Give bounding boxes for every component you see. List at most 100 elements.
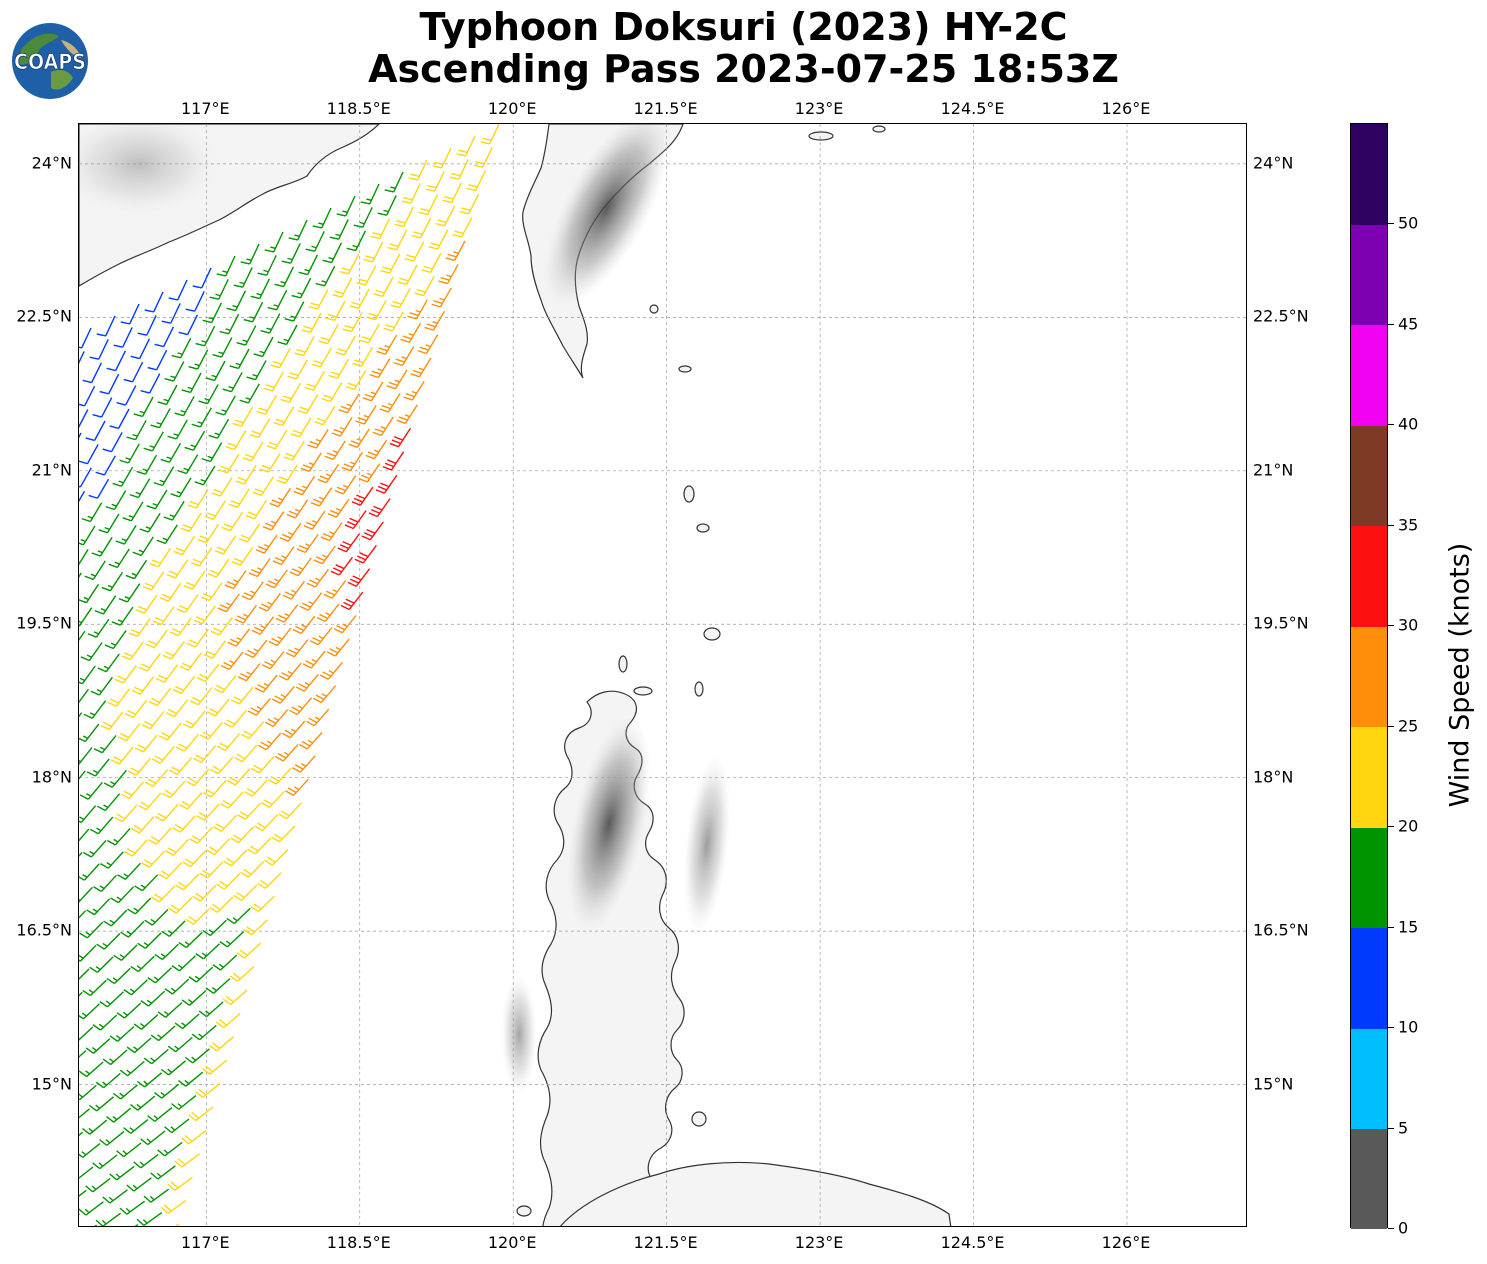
wind-barb	[263, 371, 284, 392]
wind-barb	[243, 919, 268, 936]
wind-barb	[152, 606, 175, 626]
wind-barb	[229, 966, 255, 982]
wind-barb	[85, 1038, 111, 1054]
wind-barb	[198, 1001, 224, 1018]
wind-barb	[337, 533, 360, 553]
wind-barb-layer	[79, 124, 500, 1226]
wind-barb	[326, 638, 350, 657]
wind-barb	[140, 990, 166, 1007]
wind-barb	[79, 607, 93, 627]
wind-barb	[134, 874, 159, 892]
wind-barb	[196, 803, 220, 821]
lat-tick-right: 16.5°N	[1253, 920, 1309, 940]
wind-barb	[195, 325, 216, 347]
wind-barb	[130, 1095, 156, 1111]
wind-barb	[151, 745, 175, 764]
wind-barb	[136, 454, 158, 475]
wind-barb	[322, 242, 343, 264]
wind-barb	[210, 616, 233, 636]
wind-barb	[79, 1084, 97, 1101]
colorbar-tick-label: 10	[1398, 1017, 1419, 1037]
wind-barb	[421, 252, 442, 274]
lat-tick-right: 18°N	[1253, 767, 1294, 787]
wind-barb	[219, 931, 244, 948]
wind-barb	[145, 629, 168, 649]
wind-barb	[169, 617, 192, 637]
wind-barb	[85, 420, 106, 442]
wind-barb	[172, 815, 196, 833]
wind-barb	[119, 443, 140, 464]
wind-barb	[82, 362, 103, 384]
wind-barb	[250, 278, 271, 300]
wind-barb	[237, 663, 261, 682]
islet	[872, 125, 886, 133]
wind-barb	[158, 862, 183, 880]
wind-barb	[268, 627, 292, 647]
wind-barb	[283, 441, 305, 461]
wind-barb	[319, 661, 343, 680]
wind-barb	[223, 709, 247, 728]
wind-barb	[320, 522, 343, 542]
logo-text: COAPS	[14, 50, 86, 74]
wind-barb	[126, 1177, 152, 1192]
wind-barb	[329, 219, 349, 240]
wind-barb	[452, 217, 473, 238]
wind-barb	[106, 1107, 132, 1123]
wind-barb	[208, 418, 230, 439]
wind-barb	[79, 1131, 84, 1147]
wind-barb	[178, 314, 199, 336]
wind-barb	[271, 825, 296, 843]
wind-barb	[348, 428, 370, 449]
wind-barb	[154, 326, 175, 348]
wind-barb	[292, 615, 316, 635]
lat-tick-right: 19.5°N	[1253, 613, 1309, 633]
lon-tick-bottom: 117°E	[180, 1233, 230, 1252]
islet	[678, 365, 692, 373]
wind-barb	[79, 1201, 104, 1216]
wind-barb	[295, 673, 319, 692]
wind-barb	[119, 1060, 145, 1077]
wind-barb	[250, 756, 275, 774]
wind-barb	[185, 291, 205, 312]
southern-islands	[560, 1161, 952, 1226]
wind-barb	[311, 347, 332, 368]
wind-barb	[237, 802, 261, 821]
lat-tick-right: 24°N	[1253, 153, 1294, 173]
wind-barb	[278, 802, 303, 820]
wind-barb	[370, 218, 391, 240]
wind-barb	[192, 745, 217, 764]
wind-barb	[365, 439, 388, 460]
wind-barb	[175, 873, 200, 891]
wind-barb	[324, 440, 346, 461]
wind-barb	[257, 255, 277, 276]
islet	[683, 485, 695, 503]
wind-barb	[143, 431, 164, 452]
wind-barb	[79, 828, 90, 847]
wind-barb	[330, 556, 353, 576]
wind-barb	[281, 243, 301, 264]
wind-barb	[168, 757, 193, 776]
wind-speed-colorbar	[1350, 123, 1388, 1230]
wind-barb	[275, 604, 299, 623]
wind-barb	[362, 381, 384, 402]
taiwan-relief	[543, 124, 671, 308]
wind-barb	[112, 1084, 138, 1100]
wind-barb	[349, 288, 370, 310]
wind-barb	[285, 639, 309, 658]
wind-barb	[160, 1200, 187, 1214]
colorbar-tickmark	[1388, 826, 1394, 828]
coaps-logo: COAPS	[12, 23, 88, 99]
wind-barb	[339, 253, 360, 275]
wind-barb	[99, 373, 120, 395]
wind-barb	[418, 194, 439, 216]
colorbar-segment	[1351, 626, 1387, 728]
wind-barb	[309, 627, 333, 646]
wind-barb	[106, 967, 131, 985]
wind-barb	[115, 525, 137, 545]
wind-barb	[174, 396, 195, 417]
colorbar-tick-label: 30	[1398, 615, 1419, 635]
wind-barb	[144, 909, 169, 926]
wind-barb	[369, 358, 391, 379]
wind-barb	[120, 921, 145, 938]
wind-barb	[347, 568, 371, 587]
